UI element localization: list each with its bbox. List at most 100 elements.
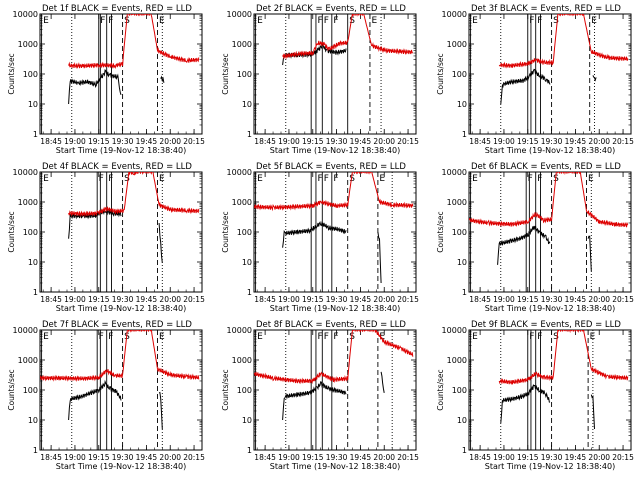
y-tick-label: 10 [457,416,467,425]
x-tick-label: 19:15 [517,295,539,304]
series-line-events-after-gap [590,394,595,430]
time-marker-label: F [537,332,542,342]
x-axis-label: Start Time (19-Nov-12 18:38:40) [270,304,400,313]
series-line-lld [469,172,629,228]
time-marker-label: E [472,16,478,26]
time-marker-label: E [472,332,478,342]
time-marker-label: E [257,332,263,342]
x-tick-label: 20:00 [373,453,395,462]
chart-panel-7: Det 7f BLACK = Events, RED = LLD 1 10 100 10… [7,320,205,471]
series-line-events-after-gap [160,75,165,83]
x-tick-label: 19:00 [278,137,300,146]
series-line-lld [498,14,629,69]
x-tick-label: 20:00 [588,295,610,304]
chart-title: Det 2f BLACK = Events, RED = LLD [256,4,406,14]
x-tick-label: 19:30 [112,453,134,462]
plot-frame [39,13,203,135]
time-marker-label: F [99,332,104,342]
x-tick-label: 18:45 [40,137,62,146]
time-marker-label: E [379,174,385,184]
y-tick-label: 1 [33,446,38,455]
x-tick-label: 20:15 [183,295,205,304]
series-line-events-after-gap [377,231,382,284]
time-marker-label: F [537,174,542,184]
x-tick-label: 19:30 [112,295,134,304]
series-group [40,330,200,430]
x-tick-label: 18:45 [254,137,276,146]
x-tick-label: 19:45 [350,453,372,462]
time-marker-label: F [317,174,322,184]
series-line-lld [282,14,414,60]
series-line-lld [498,330,629,385]
series-line-events [282,220,347,248]
x-tick-label: 20:15 [183,453,205,462]
x-tick-label: 18:45 [469,453,491,462]
x-tick-label: 20:15 [612,137,634,146]
time-marker-label: F [317,332,322,342]
y-tick-label: 1 [247,446,252,455]
y-tick-label: 100 [237,228,252,237]
time-marker-label: F [537,16,542,26]
series-line-lld [254,172,414,212]
y-tick-label: 10 [28,258,38,267]
series-line-events [497,225,551,265]
time-marker-label: F [108,16,113,26]
x-tick-label: 20:00 [159,295,181,304]
x-tick-label: 20:15 [397,137,419,146]
time-marker-label: F [100,16,105,26]
series-group [469,172,629,272]
x-tick-label: 19:00 [64,295,86,304]
series-line-events [500,68,551,105]
y-tick-label: 10 [242,258,252,267]
y-tick-label: 1 [247,288,252,297]
x-tick-label: 19:45 [350,295,372,304]
time-marker-label: S [349,174,355,184]
y-axis-label: Counts/sec [436,211,445,252]
chart-panel-2: Det 2f BLACK = Events, RED = LLD 1 10 100 10… [221,4,419,155]
chart-panel-3: Det 3f BLACK = Events, RED = LLD 1 10 100 10… [436,4,634,155]
time-marker-label: F [333,174,338,184]
y-axis-label: Counts/sec [7,369,16,410]
x-tick-label: 19:15 [302,453,324,462]
x-tick-label: 20:00 [373,295,395,304]
x-tick-label: 20:15 [183,137,205,146]
y-axis-label: Counts/sec [436,369,445,410]
y-tick-label: 10000 [227,168,252,177]
x-tick-label: 18:45 [469,295,491,304]
x-tick-label: 19:45 [350,137,372,146]
time-marker-label: F [324,332,329,342]
series-group [254,330,414,421]
y-tick-label: 1000 [447,198,467,207]
x-tick-label: 20:00 [159,137,181,146]
x-axis-label: Start Time (19-Nov-12 18:38:40) [485,304,615,313]
plot-frame [468,171,632,293]
x-tick-label: 18:45 [40,453,62,462]
x-axis-label: Start Time (19-Nov-12 18:38:40) [270,146,400,155]
y-tick-label: 10 [457,258,467,267]
time-marker-label: S [553,332,559,342]
series-group [68,14,200,105]
time-marker-label: E [472,174,478,184]
x-tick-label: 19:15 [302,137,324,146]
time-marker-label: E [371,16,377,26]
y-tick-label: 1000 [18,356,38,365]
series-line-lld [254,330,414,385]
time-marker-label: F [99,174,104,184]
series-line-lld [40,330,200,383]
plot-frame [39,171,203,293]
y-tick-label: 10000 [13,326,38,335]
time-marker-label: E [379,332,385,342]
x-tick-label: 19:30 [326,295,348,304]
chart-panel-9: Det 9f BLACK = Events, RED = LLD 1 10 100 10… [436,320,634,471]
y-tick-label: 1000 [18,198,38,207]
series-line-lld [68,172,200,218]
y-tick-label: 1 [247,130,252,139]
time-marker-label: S [553,16,559,26]
chart-panel-5: Det 5f BLACK = Events, RED = LLD 1 10 100 10… [221,162,419,313]
y-tick-label: 1000 [447,40,467,49]
x-tick-label: 18:45 [40,295,62,304]
y-tick-label: 10000 [442,168,467,177]
time-marker-label: F [324,16,329,26]
y-tick-label: 10000 [442,10,467,19]
